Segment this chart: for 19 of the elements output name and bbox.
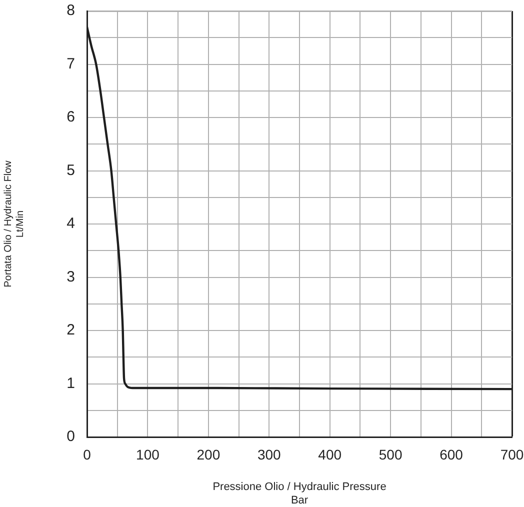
y-tick-label: 7 bbox=[66, 55, 75, 72]
x-axis-title: Pressione Olio / Hydraulic Pressure Bar bbox=[212, 481, 386, 506]
x-tick-label: 300 bbox=[257, 446, 282, 462]
y-tick-label: 3 bbox=[66, 268, 75, 286]
x-tick-label: 700 bbox=[500, 446, 524, 462]
y-tick-label: 2 bbox=[66, 322, 75, 339]
x-tick-label: 500 bbox=[378, 446, 402, 462]
y-tick-label: 4 bbox=[66, 215, 75, 232]
y-tick-label: 0 bbox=[66, 428, 75, 446]
y-tick-label: 5 bbox=[66, 162, 75, 179]
x-tick-label: 200 bbox=[196, 446, 220, 462]
x-tick-label: 600 bbox=[440, 446, 464, 462]
y-axis-title: Portata Olio / Hydraulic Flow Lt/Min bbox=[2, 160, 26, 288]
x-tick-label: 0 bbox=[83, 446, 92, 462]
x-tick-label: 400 bbox=[318, 446, 342, 462]
y-tick-label: 8 bbox=[66, 2, 75, 20]
x-tick-label: 100 bbox=[136, 446, 160, 462]
y-tick-label: 1 bbox=[66, 374, 75, 392]
y-tick-label: 6 bbox=[66, 108, 75, 126]
